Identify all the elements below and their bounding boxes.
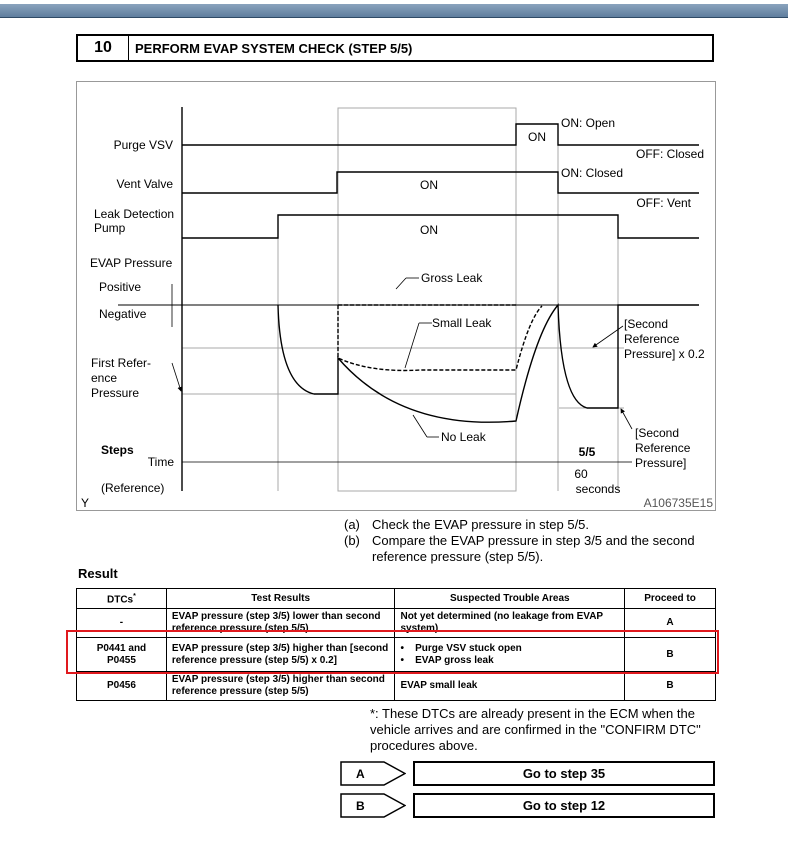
col-dtcs: DTCs*	[76, 587, 167, 610]
result-a-key: A	[356, 767, 365, 781]
area-cell: EVAP small leak	[394, 671, 626, 702]
result-heading: Result	[78, 566, 118, 581]
table-row: - EVAP pressure (step 3/5) lower than se…	[76, 608, 716, 639]
col-areas: Suspected Trouble Areas	[394, 587, 626, 610]
timing-diagram: Purge VSV Vent Valve Leak Detection Pump…	[76, 81, 716, 511]
positive-label: Positive	[99, 280, 141, 294]
step-header: 10 PERFORM EVAP SYSTEM CHECK (STEP 5/5)	[76, 34, 714, 62]
proceed-cell: A	[624, 608, 716, 639]
on-open-label: ON: Open	[561, 116, 615, 130]
note-text: Compare the EVAP pressure in step 3/5 an…	[372, 533, 695, 564]
purge-vsv-trace	[182, 123, 699, 146]
pump-on-label: ON	[420, 223, 438, 237]
area-item: Purge VSV stuck open	[415, 642, 522, 654]
note-key: (a)	[344, 517, 360, 532]
seconds-label: seconds	[576, 482, 621, 496]
table-row: P0441 and P0455 EVAP pressure (step 3/5)…	[76, 637, 716, 673]
test-cell: EVAP pressure (step 3/5) higher than [se…	[165, 637, 396, 673]
table-header: DTCs* Test Results Suspected Trouble Are…	[76, 587, 716, 610]
result-a-marker[interactable]: A	[340, 761, 406, 786]
area-cell: • Purge VSV stuck open • EVAP gross leak	[394, 637, 626, 673]
go-to-step-35-button[interactable]: Go to step 35	[413, 761, 715, 786]
second-ref-x02-label-3: Pressure] x 0.2	[624, 347, 705, 361]
top-bar	[0, 4, 788, 18]
second-ref-label-1: [Second	[635, 426, 679, 440]
purge-vsv-label: Purge VSV	[114, 138, 173, 152]
no-leak-label: No Leak	[441, 430, 487, 444]
step-3-box	[337, 107, 517, 492]
evap-pressure-label: EVAP Pressure	[90, 256, 173, 270]
corner-mark: Y	[81, 496, 89, 510]
dtc-cell: P0456	[76, 671, 167, 702]
negative-label: Negative	[99, 307, 147, 321]
area-item: EVAP gross leak	[415, 654, 494, 666]
result-b-key: B	[356, 799, 365, 813]
pump-trace	[182, 214, 699, 239]
table-row: P0456 EVAP pressure (step 3/5) higher th…	[76, 671, 716, 702]
first-ref-label-3: Pressure	[91, 386, 139, 400]
footnote: *: These DTCs are already present in the…	[370, 706, 701, 753]
instructions: (a) Check the EVAP pressure in step 5/5. …	[344, 517, 714, 565]
second-ref-x02-label-1: [Second	[624, 317, 668, 331]
steps-label: Steps	[101, 443, 134, 457]
step-number: 10	[78, 36, 129, 60]
col-test-results: Test Results	[165, 587, 396, 610]
proceed-cell: B	[624, 671, 716, 702]
vent-on-label: ON	[420, 178, 438, 192]
timing-diagram-svg: Purge VSV Vent Valve Leak Detection Pump…	[81, 107, 714, 510]
time-label: Time	[148, 455, 175, 469]
vent-valve-trace	[182, 171, 699, 194]
proceed-cell: B	[624, 637, 716, 673]
note-a: (a) Check the EVAP pressure in step 5/5.	[344, 517, 714, 533]
no-leak-curve	[277, 303, 699, 423]
note-b: (b) Compare the EVAP pressure in step 3/5…	[344, 533, 714, 565]
purge-on-label: ON	[528, 130, 546, 144]
first-ref-label-2: ence	[91, 371, 117, 385]
second-ref-label-3: Pressure]	[635, 456, 686, 470]
note-key: (b)	[344, 533, 360, 548]
sixty-label: 60	[574, 467, 588, 481]
result-b-marker[interactable]: B	[340, 793, 406, 818]
small-leak-label: Small Leak	[432, 316, 492, 330]
small-leak-curve	[337, 305, 543, 372]
col-proceed: Proceed to	[624, 587, 716, 610]
reference-label: (Reference)	[101, 481, 164, 495]
second-ref-x02-label-2: Reference	[624, 332, 680, 346]
step-5-5-label: 5/5	[579, 445, 596, 459]
result-table: DTCs* Test Results Suspected Trouble Are…	[76, 587, 716, 702]
off-vent-label: OFF: Vent	[636, 196, 691, 210]
test-cell: EVAP pressure (step 3/5) lower than seco…	[165, 608, 396, 639]
area-cell: Not yet determined (no leakage from EVAP…	[394, 608, 626, 639]
first-ref-label-1: First Refer-	[91, 356, 151, 370]
go-to-step-12-button[interactable]: Go to step 12	[413, 793, 715, 818]
highlight-box	[66, 630, 719, 674]
step-title: PERFORM EVAP SYSTEM CHECK (STEP 5/5)	[135, 40, 413, 56]
pump-label-1: Leak Detection	[94, 207, 174, 221]
test-cell: EVAP pressure (step 3/5) higher than sec…	[165, 671, 396, 702]
note-text: Check the EVAP pressure in step 5/5.	[372, 517, 590, 532]
second-ref-label-2: Reference	[635, 441, 691, 455]
off-closed-label: OFF: Closed	[636, 147, 704, 161]
dtc-cell: P0441 and P0455	[76, 637, 167, 673]
vent-valve-label: Vent Valve	[117, 177, 174, 191]
gross-leak-label: Gross Leak	[421, 271, 483, 285]
pump-label-2: Pump	[94, 221, 126, 235]
figure-code: A106735E15	[644, 496, 714, 510]
on-closed-label: ON: Closed	[561, 166, 623, 180]
